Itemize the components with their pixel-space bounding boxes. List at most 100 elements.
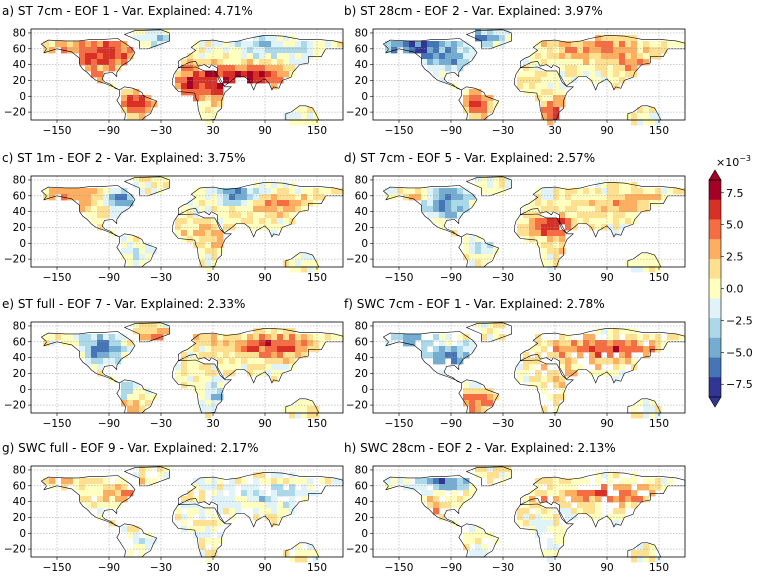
heat-cell (235, 508, 242, 515)
heat-cell (49, 334, 56, 341)
heat-cell (607, 340, 614, 347)
heat-cell (91, 59, 98, 66)
heat-cell (289, 188, 296, 195)
heat-cell (301, 107, 308, 114)
heat-cell (85, 484, 92, 491)
heat-cell (85, 47, 92, 54)
heat-cell (559, 59, 566, 66)
heat-cell (199, 526, 206, 533)
heat-cell (109, 352, 116, 359)
y-tick-label: 60 (13, 190, 26, 202)
heat-cell (619, 346, 626, 353)
heat-cell (175, 71, 182, 78)
heat-cell (541, 550, 548, 557)
heat-cell (133, 254, 140, 261)
heat-cell (265, 496, 272, 503)
heat-cell (187, 358, 194, 365)
heat-cell (235, 340, 242, 347)
heat-cell (175, 376, 182, 383)
heat-cell (145, 95, 152, 102)
heatmap-cells (385, 466, 674, 563)
heat-cell (79, 490, 86, 497)
heat-cell (607, 41, 614, 48)
heat-cell (61, 478, 68, 485)
heat-cell (553, 538, 560, 545)
heat-cell (571, 346, 578, 353)
heat-cell (613, 188, 620, 195)
heat-cell (433, 53, 440, 60)
heat-cell (517, 364, 524, 371)
heat-cell (445, 59, 452, 66)
heat-cell (463, 400, 470, 407)
heat-cell (589, 212, 596, 219)
heat-cell (601, 194, 608, 201)
heat-cell (637, 194, 644, 201)
y-tick-label: 40 (13, 352, 26, 364)
heat-cell (607, 35, 614, 42)
heat-cell (127, 53, 134, 60)
heat-cell (667, 478, 674, 485)
heat-cell (601, 188, 608, 195)
x-tick-label: −90 (98, 418, 120, 430)
heat-cell (547, 550, 554, 557)
heat-cell (583, 65, 590, 72)
heat-cell (631, 53, 638, 60)
heat-cell (103, 59, 110, 66)
map-frame (372, 28, 686, 121)
heat-cell (427, 352, 434, 359)
heat-cell (679, 334, 686, 341)
heat-cell (493, 334, 500, 341)
heat-cell (559, 538, 566, 545)
heat-cell (259, 53, 266, 60)
heat-cell (211, 107, 218, 114)
heat-cell (133, 107, 140, 114)
heat-cell (541, 526, 548, 533)
heat-cell (205, 550, 212, 557)
heat-cell (145, 248, 152, 255)
heat-cell (547, 484, 554, 491)
heat-cell (637, 266, 644, 273)
heat-cell (211, 484, 218, 491)
heat-cell (493, 35, 500, 42)
heat-cell (541, 101, 548, 108)
heat-cell (589, 53, 596, 60)
heat-cell (97, 502, 104, 509)
heat-cell (463, 101, 470, 108)
heat-cell (265, 352, 272, 359)
heat-cell (529, 53, 536, 60)
heat-cell (535, 212, 542, 219)
heat-cell (313, 490, 320, 497)
heat-cell (535, 346, 542, 353)
heat-cell (205, 406, 212, 413)
heat-cell (493, 466, 500, 473)
heat-cell (187, 346, 194, 353)
heat-cell (493, 328, 500, 335)
heat-cell (601, 200, 608, 207)
heat-cell (289, 478, 296, 485)
heat-cell (433, 478, 440, 485)
heat-cell (475, 107, 482, 114)
heat-cell (217, 478, 224, 485)
heat-cell (115, 340, 122, 347)
heat-cell (193, 218, 200, 225)
heat-cell (307, 412, 314, 419)
heat-cell (535, 334, 542, 341)
heat-cell (205, 206, 212, 213)
heat-cell (199, 406, 206, 413)
heat-cell (577, 496, 584, 503)
heat-cell (403, 41, 410, 48)
heat-cell (559, 358, 566, 365)
heat-cell (133, 472, 140, 479)
map-panel-7: g) SWC full - EOF 9 - Var. Explained: 2.… (2, 441, 344, 574)
heat-cell (571, 65, 578, 72)
heat-cell (565, 478, 572, 485)
heat-cell (271, 65, 278, 72)
heat-cell (283, 71, 290, 78)
heat-cell (499, 35, 506, 42)
heat-cell (187, 230, 194, 237)
x-tick-label: 150 (307, 272, 327, 284)
heat-cell (427, 41, 434, 48)
heat-cell (481, 254, 488, 261)
heat-cell (187, 364, 194, 371)
heat-cell (475, 388, 482, 395)
